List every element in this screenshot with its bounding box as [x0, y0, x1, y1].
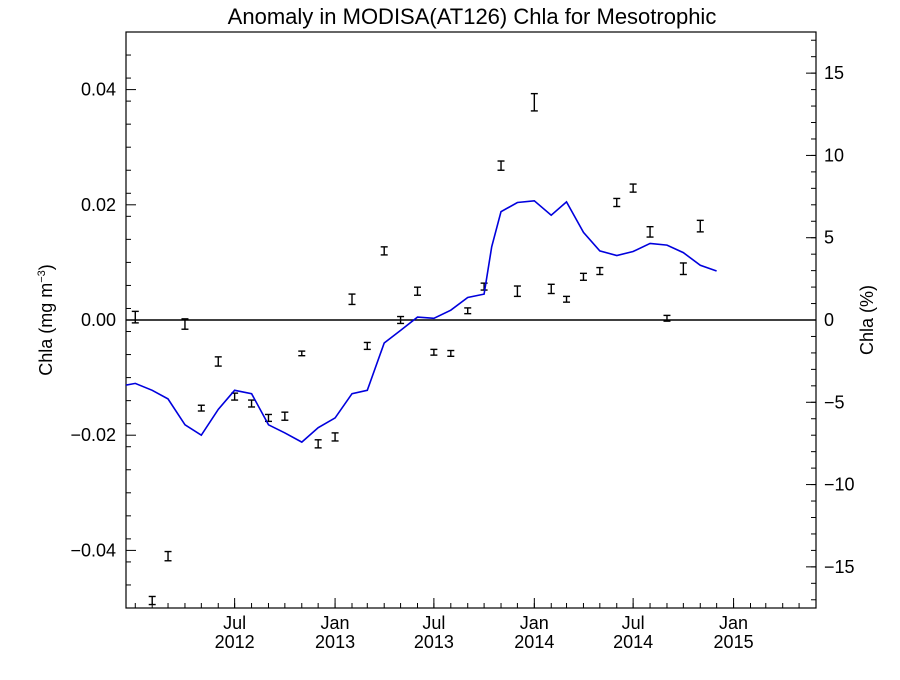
x-tick-label-month: Jul [223, 613, 246, 633]
error-bar-point [397, 315, 405, 325]
error-bar-point [530, 92, 538, 112]
x-tick-label-year: 2014 [613, 632, 653, 652]
error-bar-point [547, 283, 555, 295]
error-bar-point [480, 282, 488, 291]
y-axis-label-left: Chla (mg m−3) [36, 264, 56, 376]
x-tick-label-month: Jan [321, 613, 350, 633]
chart-title: Anomaly in MODISA(AT126) Chla for Mesotr… [228, 4, 717, 29]
y-right-tick-label: −15 [824, 557, 855, 577]
y-right-tick-label: 10 [824, 145, 844, 165]
error-bar-point [148, 595, 156, 606]
error-bar-point [281, 411, 289, 421]
error-bar-point [679, 262, 687, 276]
line-series [125, 199, 717, 444]
y-axis-label-left-main: Chla (mg m [36, 283, 56, 376]
y-axis-label-left-sup: −3 [36, 270, 48, 283]
x-tick-label-year: 2013 [414, 632, 454, 652]
error-bar-point [298, 350, 306, 357]
error-bar-point [380, 246, 388, 256]
error-bar-point [314, 439, 322, 449]
y-right-tick-label: −10 [824, 475, 855, 495]
error-bar-point [430, 348, 438, 356]
y-axis-label-left-close: ) [36, 264, 56, 270]
error-bar-point [563, 295, 571, 303]
y-right-tick-label: 15 [824, 63, 844, 83]
error-bar-point [613, 197, 621, 208]
error-bar-point [414, 286, 422, 296]
error-bar-point [447, 349, 455, 357]
error-bar-point [464, 307, 472, 315]
error-bar-point [363, 341, 371, 351]
y-left-tick-label: 0.02 [81, 195, 116, 215]
x-tick-label-month: Jul [422, 613, 445, 633]
error-bar-point [164, 550, 172, 562]
error-bar-point [629, 183, 637, 193]
x-tick-label-month: Jan [520, 613, 549, 633]
x-tick-label-month: Jan [719, 613, 748, 633]
error-bar-point [348, 293, 356, 306]
y-right-tick-label: 5 [824, 228, 834, 248]
y-left-tick-label: −0.02 [70, 425, 116, 445]
y-left-tick-label: 0.04 [81, 80, 116, 100]
error-bar-point [696, 219, 704, 233]
x-tick-label-year: 2014 [514, 632, 554, 652]
y-left-tick-label: 0.00 [81, 310, 116, 330]
error-bar-point [513, 285, 521, 298]
error-bar-point [596, 266, 604, 276]
error-bar-point [663, 314, 671, 322]
error-bar-point [331, 432, 339, 442]
y-right-tick-label: 0 [824, 310, 834, 330]
error-bar-point [181, 318, 189, 330]
y-axis-label-right: Chla (%) [857, 285, 877, 355]
error-bar-point [197, 404, 205, 412]
error-bar-point [497, 160, 505, 171]
error-bar-point [579, 272, 587, 281]
error-bar-point [214, 356, 222, 367]
y-left-tick-label: −0.04 [70, 540, 116, 560]
x-tick-label-year: 2013 [315, 632, 355, 652]
x-tick-label-month: Jul [622, 613, 645, 633]
plot-area: 0.040.020.00−0.02−0.04151050−5−10−15Jul2… [70, 31, 855, 652]
error-bar-point [131, 310, 139, 324]
error-bar-point [646, 225, 654, 238]
y-right-tick-label: −5 [824, 392, 845, 412]
x-tick-label-year: 2015 [714, 632, 754, 652]
error-bar-point [248, 399, 256, 408]
x-tick-label-year: 2012 [215, 632, 255, 652]
